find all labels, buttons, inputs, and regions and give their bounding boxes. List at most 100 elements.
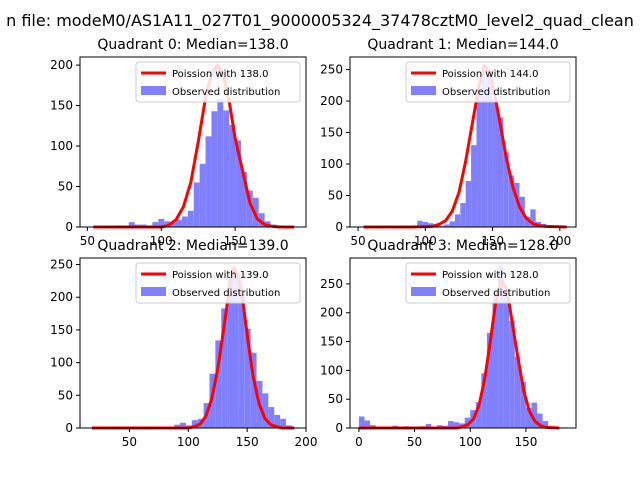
legend: Poission with 144.0 Observed distribution (405, 61, 571, 103)
hist-bar (170, 222, 177, 227)
hist-bar (460, 203, 466, 227)
hist-bar (498, 265, 504, 428)
legend: Poission with 138.0 Observed distribution (135, 61, 301, 103)
legend-poisson-label: Poission with 139.0 (172, 270, 268, 281)
legend-observed-label: Observed distribution (172, 288, 280, 299)
hist-bar (503, 292, 510, 428)
legend: Poission with 139.0 Observed distribution (135, 262, 301, 304)
hist-bar (262, 393, 269, 428)
x-tick-label: 150 (236, 435, 259, 449)
panel-quadrant-1: 50 100 150 200 0 50 100 150 200 250 Quadrant 1: Me… (320, 37, 577, 248)
legend-observed-label: Observed distribution (172, 87, 280, 98)
x-tick-label: 0 (355, 435, 363, 449)
y-tick-label: 150 (320, 335, 343, 349)
x-tick-label: 100 (150, 234, 173, 248)
hist-bar (193, 182, 200, 227)
hist-bar (152, 222, 159, 227)
hist-bar (471, 145, 477, 227)
legend-box (135, 262, 301, 304)
hist-bar (486, 332, 493, 428)
hist-bar (475, 402, 482, 428)
hist-bar (274, 414, 281, 428)
hist-bar (449, 221, 455, 227)
y-tick-label: 50 (328, 392, 343, 406)
panel-title: Quadrant 2: Median=139.0 (97, 238, 288, 254)
axes-frame (349, 56, 577, 228)
axes-frame (79, 257, 307, 429)
panel-quadrant-3: 0 50 100 150 0 50 100 150 200 250 Quadrant 3: Medi… (320, 238, 577, 449)
y-tick-label: 250 (50, 258, 73, 272)
hist-bar (465, 181, 472, 227)
hist-bar (503, 152, 509, 227)
x-tick-label: 150 (481, 234, 504, 248)
hist-bar (227, 278, 234, 428)
hist-bar (181, 216, 188, 227)
hist-bar (223, 110, 230, 227)
hist-bar (158, 218, 165, 227)
hist-bar (514, 356, 521, 428)
hist-bar (453, 422, 460, 428)
axes-frame (349, 257, 577, 429)
panel-title: Quadrant 1: Median=144.0 (367, 37, 558, 53)
hist-bar (509, 320, 515, 428)
legend: Poission with 128.0 Observed distribution (405, 262, 571, 304)
hist-bar (481, 373, 487, 428)
axes-frame (79, 56, 307, 228)
hist-bar (514, 182, 520, 227)
y-tick-label: 250 (320, 63, 343, 77)
x-tick-label: 50 (350, 234, 365, 248)
y-tick-label: 250 (320, 277, 343, 291)
hist-bar (205, 136, 212, 227)
figure-title: n file: modeM0/AS1A11_027T01_9000005324_… (6, 11, 634, 31)
x-tick-label: 150 (514, 435, 537, 449)
x-tick-label: 100 (414, 234, 437, 248)
y-tick-label: 150 (50, 99, 73, 113)
legend-box (405, 61, 571, 103)
y-tick-label: 50 (328, 189, 343, 203)
hist-bar (176, 219, 182, 227)
hist-bar (258, 213, 265, 227)
hist-bar (422, 221, 429, 227)
hist-bar (520, 381, 526, 428)
panel-quadrant-0: 50 100 150 0 50 100 150 200 Quadrant 0: Median=1… (50, 37, 307, 248)
y-tick-label: 200 (50, 58, 73, 72)
legend-poisson-label: Poission with 144.0 (442, 69, 538, 80)
x-tick-label: 200 (295, 435, 318, 449)
hist-bar (238, 293, 245, 428)
hist-bar (215, 340, 222, 428)
hist-bar (180, 422, 186, 428)
y-tick-label: 0 (335, 220, 343, 234)
x-tick-label: 50 (407, 435, 422, 449)
hist-bar (531, 402, 538, 428)
hist-bar (508, 175, 515, 227)
hist-bar (191, 420, 198, 428)
hist-bar (211, 111, 218, 227)
panel-title: Quadrant 3: Median=128.0 (367, 238, 558, 254)
hist-bar (447, 421, 454, 428)
legend-observed-swatch (411, 287, 436, 296)
hist-bar (235, 140, 242, 227)
hist-bar (187, 210, 194, 227)
hist-bar (438, 225, 445, 227)
hist-bar (358, 416, 365, 428)
y-tick-label: 0 (65, 220, 73, 234)
hist-bar (174, 424, 181, 428)
legend-box (135, 61, 301, 103)
y-tick-label: 50 (58, 180, 73, 194)
y-tick-label: 100 (50, 139, 73, 153)
y-tick-label: 0 (335, 421, 343, 435)
hist-bar (128, 222, 135, 227)
legend-observed-swatch (411, 86, 436, 95)
x-tick-label: 100 (459, 435, 482, 449)
legend-observed-label: Observed distribution (442, 87, 550, 98)
hist-bar (454, 214, 461, 227)
panel-title: Quadrant 0: Median=138.0 (97, 37, 288, 53)
hist-bar (364, 420, 371, 428)
legend-observed-swatch (141, 86, 166, 95)
hist-bar (492, 288, 499, 428)
legend-poisson-label: Poission with 128.0 (442, 270, 538, 281)
hist-bar (199, 163, 206, 227)
hist-bar (217, 99, 224, 227)
panel-quadrant-2: 50 100 150 200 0 50 100 150 200 250 Quadrant 2: Me… (50, 238, 317, 449)
